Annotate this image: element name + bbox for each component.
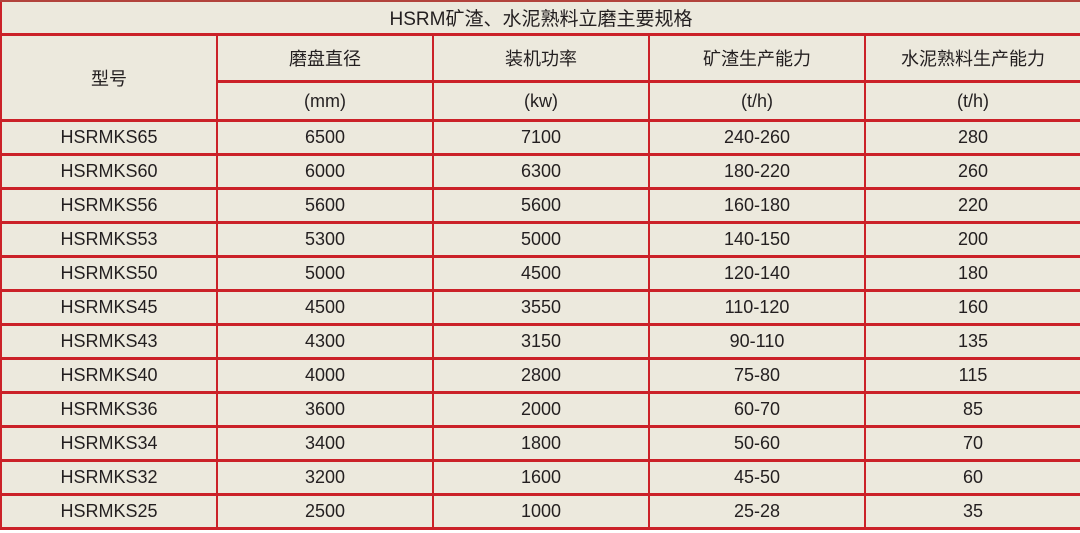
- model-cell: HSRMKS36: [0, 391, 218, 428]
- table-row: HSRMKS50 5000 4500 120-140 180: [0, 255, 1080, 292]
- unit-disc-diameter: (mm): [216, 80, 434, 122]
- clinker-capacity-cell: 200: [863, 221, 1080, 258]
- installed-power-cell: 6300: [432, 153, 650, 190]
- model-cell: HSRMKS32: [0, 459, 218, 496]
- clinker-capacity-cell: 280: [863, 119, 1080, 156]
- table-row: HSRMKS65 6500 7100 240-260 280: [0, 119, 1080, 156]
- table-body: HSRMKS65 6500 7100 240-260 280 HSRMKS60 6000 63…: [0, 119, 1080, 530]
- clinker-capacity-cell: 60: [863, 459, 1080, 496]
- header-clinker-capacity: 水泥熟料生产能力: [863, 33, 1080, 83]
- unit-clinker-capacity: (t/h): [863, 80, 1080, 122]
- disc-diameter-cell: 4000: [216, 357, 434, 394]
- slag-capacity-cell: 45-50: [648, 459, 866, 496]
- header-installed-power: 装机功率: [432, 33, 650, 83]
- table-header: HSRM矿渣、水泥熟料立磨主要规格 型号 磨盘直径 装机功率 矿渣生产能力 水泥…: [0, 0, 1080, 122]
- model-cell: HSRMKS34: [0, 425, 218, 462]
- table-row: HSRMKS25 2500 1000 25-28 35: [0, 493, 1080, 530]
- slag-capacity-cell: 160-180: [648, 187, 866, 224]
- disc-diameter-cell: 5000: [216, 255, 434, 292]
- clinker-capacity-cell: 115: [863, 357, 1080, 394]
- slag-capacity-cell: 25-28: [648, 493, 866, 530]
- slag-capacity-cell: 90-110: [648, 323, 866, 360]
- clinker-capacity-cell: 85: [863, 391, 1080, 428]
- model-cell: HSRMKS25: [0, 493, 218, 530]
- installed-power-cell: 4500: [432, 255, 650, 292]
- unit-slag-capacity: (t/h): [648, 80, 866, 122]
- model-cell: HSRMKS45: [0, 289, 218, 326]
- slag-capacity-cell: 60-70: [648, 391, 866, 428]
- header-slag-capacity: 矿渣生产能力: [648, 33, 866, 83]
- slag-capacity-cell: 75-80: [648, 357, 866, 394]
- model-cell: HSRMKS50: [0, 255, 218, 292]
- table-row: HSRMKS56 5600 5600 160-180 220: [0, 187, 1080, 224]
- header-model: 型号: [0, 33, 218, 122]
- slag-capacity-cell: 50-60: [648, 425, 866, 462]
- slag-capacity-cell: 120-140: [648, 255, 866, 292]
- installed-power-cell: 7100: [432, 119, 650, 156]
- disc-diameter-cell: 4500: [216, 289, 434, 326]
- table-row: HSRMKS43 4300 3150 90-110 135: [0, 323, 1080, 360]
- slag-capacity-cell: 180-220: [648, 153, 866, 190]
- disc-diameter-cell: 3400: [216, 425, 434, 462]
- title-row: HSRM矿渣、水泥熟料立磨主要规格: [0, 0, 1080, 36]
- model-cell: HSRMKS53: [0, 221, 218, 258]
- installed-power-cell: 5000: [432, 221, 650, 258]
- disc-diameter-cell: 6000: [216, 153, 434, 190]
- installed-power-cell: 3150: [432, 323, 650, 360]
- slag-capacity-cell: 110-120: [648, 289, 866, 326]
- disc-diameter-cell: 3200: [216, 459, 434, 496]
- installed-power-cell: 5600: [432, 187, 650, 224]
- unit-installed-power: (kw): [432, 80, 650, 122]
- installed-power-cell: 2000: [432, 391, 650, 428]
- installed-power-cell: 1000: [432, 493, 650, 530]
- clinker-capacity-cell: 35: [863, 493, 1080, 530]
- table-row: HSRMKS34 3400 1800 50-60 70: [0, 425, 1080, 462]
- table-row: HSRMKS45 4500 3550 110-120 160: [0, 289, 1080, 326]
- disc-diameter-cell: 6500: [216, 119, 434, 156]
- installed-power-cell: 3550: [432, 289, 650, 326]
- installed-power-cell: 1600: [432, 459, 650, 496]
- clinker-capacity-cell: 135: [863, 323, 1080, 360]
- header-row-units: (mm) (kw) (t/h) (t/h): [1, 80, 1080, 122]
- table-row: HSRMKS60 6000 6300 180-220 260: [0, 153, 1080, 190]
- disc-diameter-cell: 5600: [216, 187, 434, 224]
- disc-diameter-cell: 2500: [216, 493, 434, 530]
- slag-capacity-cell: 240-260: [648, 119, 866, 156]
- clinker-capacity-cell: 180: [863, 255, 1080, 292]
- table-row: HSRMKS40 4000 2800 75-80 115: [0, 357, 1080, 394]
- header-disc-diameter: 磨盘直径: [216, 33, 434, 83]
- model-cell: HSRMKS65: [0, 119, 218, 156]
- model-cell: HSRMKS43: [0, 323, 218, 360]
- installed-power-cell: 2800: [432, 357, 650, 394]
- model-cell: HSRMKS60: [0, 153, 218, 190]
- disc-diameter-cell: 5300: [216, 221, 434, 258]
- table-row: HSRMKS53 5300 5000 140-150 200: [0, 221, 1080, 258]
- table-row: HSRMKS32 3200 1600 45-50 60: [0, 459, 1080, 496]
- model-cell: HSRMKS56: [0, 187, 218, 224]
- disc-diameter-cell: 4300: [216, 323, 434, 360]
- slag-capacity-cell: 140-150: [648, 221, 866, 258]
- clinker-capacity-cell: 220: [863, 187, 1080, 224]
- table-row: HSRMKS36 3600 2000 60-70 85: [0, 391, 1080, 428]
- header-row-labels: 型号 磨盘直径 装机功率 矿渣生产能力 水泥熟料生产能力: [0, 33, 1080, 122]
- disc-diameter-cell: 3600: [216, 391, 434, 428]
- installed-power-cell: 1800: [432, 425, 650, 462]
- table-title: HSRM矿渣、水泥熟料立磨主要规格: [0, 0, 1080, 36]
- clinker-capacity-cell: 260: [863, 153, 1080, 190]
- clinker-capacity-cell: 70: [863, 425, 1080, 462]
- model-cell: HSRMKS40: [0, 357, 218, 394]
- clinker-capacity-cell: 160: [863, 289, 1080, 326]
